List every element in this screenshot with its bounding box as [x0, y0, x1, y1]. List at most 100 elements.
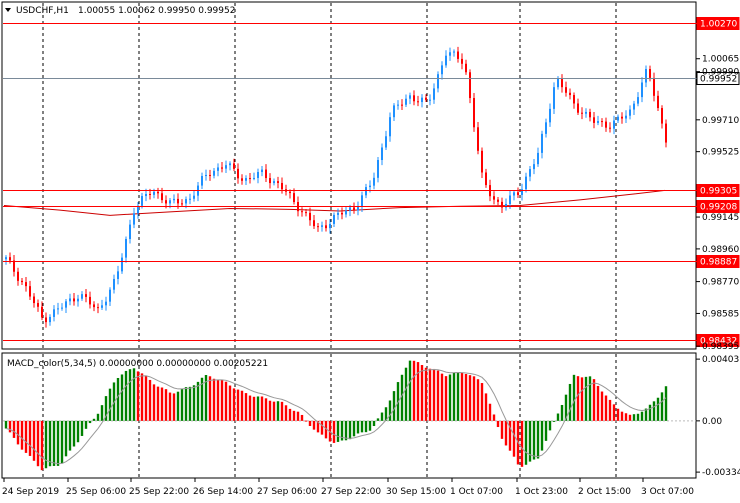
macd-bar: [24, 420, 28, 453]
candle-body: [229, 163, 231, 166]
candle-body: [5, 257, 7, 260]
macd-bar: [20, 420, 24, 450]
candle-body: [621, 116, 623, 119]
macd-bar: [508, 420, 512, 451]
macd-label: MACD_color(5,34,5) 0.00000000 0.00000000…: [7, 359, 268, 369]
candle-body: [329, 223, 331, 229]
macd-bar: [52, 420, 56, 466]
current-price-tag-label: 0.99952: [700, 75, 737, 85]
macd-bar: [364, 420, 368, 433]
level-0-99208-tag: [696, 200, 740, 213]
macd-bar: [104, 396, 108, 421]
macd-bar: [564, 394, 568, 421]
macd-bar: [216, 379, 220, 421]
macd-bar: [136, 371, 140, 421]
level-0-98887-tag-label: 0.98887: [700, 258, 737, 268]
macd-bar: [644, 408, 648, 421]
macd-bar: [32, 420, 36, 461]
candle-body: [597, 121, 599, 123]
candle-body: [269, 178, 271, 184]
candle-body: [261, 169, 263, 173]
macd-bar: [600, 391, 604, 421]
candle-body: [293, 193, 295, 203]
macd-bar: [68, 420, 72, 451]
time-tick-label: 27 Sep 06:00: [257, 487, 317, 497]
candle-body: [13, 260, 15, 272]
macd-bar: [620, 411, 624, 421]
symbol-label: USDCHF,H1: [16, 6, 69, 16]
macd-bar: [492, 414, 496, 421]
macd-bar: [488, 403, 492, 421]
chart-header: USDCHF,H1 1.00055 1.00062 0.99950 0.9995…: [5, 6, 235, 16]
candle-body: [225, 165, 227, 169]
macd-bar: [500, 420, 504, 439]
candle-body: [185, 199, 187, 204]
time-tick-label: 3 Oct 07:00: [641, 487, 694, 497]
triangle-down-icon[interactable]: [5, 8, 11, 12]
macd-bar: [168, 392, 172, 421]
macd-bar: [260, 396, 264, 421]
candle-body: [545, 122, 547, 134]
candle-body: [257, 172, 259, 178]
price-tick-label: 0.98960: [702, 245, 739, 255]
candle-body: [405, 98, 407, 105]
candle-body: [281, 182, 283, 190]
candle-body: [577, 103, 579, 113]
candle-body: [457, 51, 459, 59]
candle-body: [465, 63, 467, 73]
candle-body: [165, 200, 167, 204]
macd-bar: [384, 407, 388, 421]
level-0-98432-tag: [696, 334, 740, 347]
macd-bar: [188, 386, 192, 421]
macd-bar: [352, 420, 356, 437]
price-tick-label: 0.99990: [702, 68, 739, 78]
macd-bar: [164, 389, 168, 421]
macd-bar: [392, 391, 396, 421]
macd-bar: [348, 420, 352, 440]
macd-bar: [456, 372, 460, 421]
candle-body: [417, 101, 419, 103]
macd-bar: [228, 385, 232, 421]
candle-body: [173, 198, 175, 201]
macd-bar: [344, 420, 348, 441]
macd-bar: [60, 420, 64, 464]
macd-bar: [200, 377, 204, 421]
candle-body: [369, 185, 371, 188]
price-pane[interactable]: [1, 1, 697, 350]
macd-bar: [272, 401, 276, 421]
candle-body: [301, 211, 303, 213]
candle-body: [181, 203, 183, 205]
candle-body: [93, 304, 95, 308]
macd-bar: [584, 376, 588, 421]
time-tick-label: 26 Sep 14:00: [193, 487, 253, 497]
macd-bar: [240, 390, 244, 421]
macd-bar: [160, 387, 164, 421]
candle-body: [445, 55, 447, 66]
macd-bar: [248, 395, 252, 421]
macd-bar: [172, 393, 176, 421]
macd-bar: [204, 375, 208, 421]
macd-bar: [596, 385, 600, 421]
candle-body: [513, 192, 515, 196]
macd-bar: [496, 420, 500, 428]
candle-body: [201, 176, 203, 186]
macd-bar: [292, 410, 296, 421]
candle-body: [49, 316, 51, 323]
candle-body: [37, 303, 39, 307]
macd-bar: [452, 372, 456, 421]
macd-bar: [372, 420, 376, 427]
candle-body: [589, 111, 591, 118]
candle-body: [305, 212, 307, 214]
macd-bar: [96, 413, 100, 421]
candle-body: [409, 95, 411, 99]
macd-bar: [324, 420, 328, 439]
macd-bar: [244, 393, 248, 421]
candle-body: [317, 226, 319, 228]
candle-body: [585, 111, 587, 114]
candle-body: [665, 123, 667, 143]
candle-body: [397, 104, 399, 106]
level-0-99208-tag-label: 0.99208: [700, 203, 737, 213]
macd-bar: [652, 401, 656, 421]
time-tick-label: 1 Oct 23:00: [515, 487, 568, 497]
